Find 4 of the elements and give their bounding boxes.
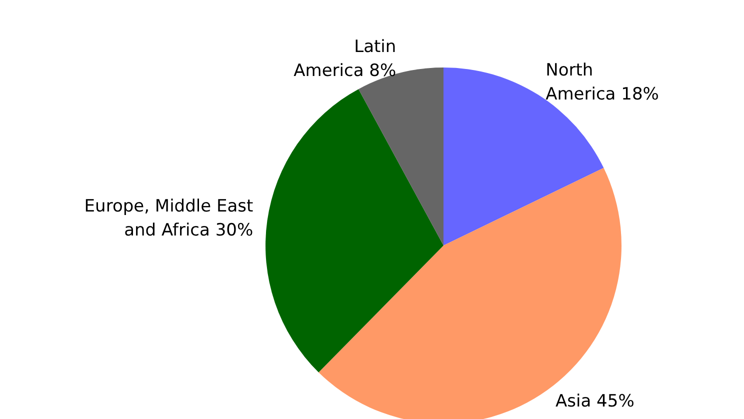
slice-label: Latin America 8%	[294, 37, 396, 82]
slice-label: North America 18%	[546, 60, 659, 105]
slice-label: Asia 45%	[556, 392, 634, 412]
slice-label: Europe, Middle East and Africa 30%	[84, 196, 254, 241]
